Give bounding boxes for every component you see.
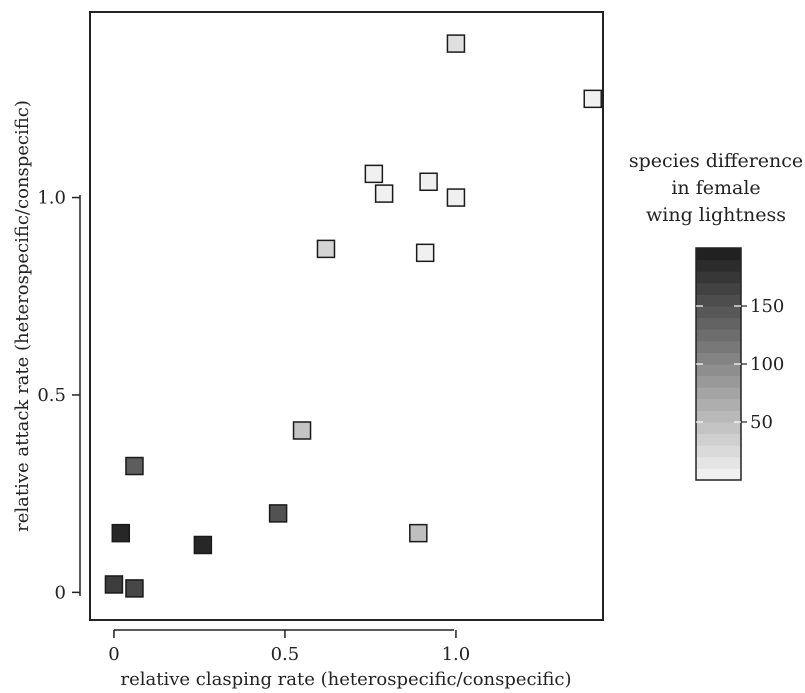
y-tick-label: 1.0	[37, 188, 66, 209]
x-axis-label: relative clasping rate (heterospecific/c…	[120, 669, 571, 690]
legend-color-band	[696, 433, 741, 446]
legend-tick-label: 50	[750, 412, 773, 433]
legend-color-band	[696, 422, 741, 435]
x-axis: 0 0.5 1.0 relative clasping rate (heterosp…	[108, 629, 572, 690]
y-tick-label: 0	[55, 582, 66, 603]
legend-color-band	[696, 456, 741, 469]
data-point	[364, 164, 384, 184]
legend-color-band	[696, 317, 741, 330]
legend-color-band	[696, 294, 741, 307]
legend-tick-label: 150	[750, 296, 784, 317]
legend-color-band	[696, 259, 741, 272]
data-point	[104, 575, 124, 594]
data-point	[446, 188, 466, 207]
legend-color-band	[696, 248, 741, 261]
legend-color-band	[696, 306, 741, 319]
legend-tick-label: 100	[750, 354, 784, 375]
data-point	[583, 89, 602, 109]
x-tick-label: 0.5	[271, 644, 300, 665]
legend-color-band	[696, 468, 741, 481]
legend-color-band	[696, 340, 741, 353]
legend-color-band	[696, 375, 741, 388]
data-point	[111, 523, 131, 543]
legend-title-line-3: wing lightness	[646, 204, 786, 226]
data-point	[316, 239, 336, 259]
data-point	[125, 456, 144, 476]
legend-color-band	[696, 329, 741, 342]
y-tick-label: 0.5	[37, 385, 66, 406]
legend-color-band	[696, 398, 741, 411]
data-points	[104, 34, 602, 598]
data-point	[292, 421, 312, 440]
data-point	[446, 34, 466, 53]
legend-color-band	[696, 271, 741, 284]
data-point	[374, 184, 394, 203]
data-point	[125, 579, 144, 598]
legend-color-band	[696, 387, 741, 400]
x-tick-label: 0	[108, 644, 119, 665]
legend-color-band	[696, 352, 741, 365]
x-tick-label: 1.0	[442, 644, 471, 665]
plot-area	[89, 11, 604, 621]
data-point	[268, 504, 288, 523]
y-axis: 0 0.5 1.0 relative attack rate (heterospec…	[12, 100, 81, 603]
legend-color-band	[696, 410, 741, 423]
data-point	[415, 243, 435, 263]
legend-color-band	[696, 282, 741, 295]
color-legend: species difference in female wing lightn…	[629, 150, 803, 481]
data-point	[409, 523, 428, 543]
legend-color-band	[696, 445, 741, 458]
legend-title-line-2: in female	[671, 177, 760, 199]
legend-color-bar	[696, 248, 741, 481]
data-point	[419, 172, 438, 192]
data-point	[193, 535, 213, 555]
legend-title-line-1: species difference	[629, 150, 803, 172]
y-axis-label: relative attack rate (heterospecific/con…	[12, 100, 33, 532]
legend-color-band	[696, 364, 741, 377]
